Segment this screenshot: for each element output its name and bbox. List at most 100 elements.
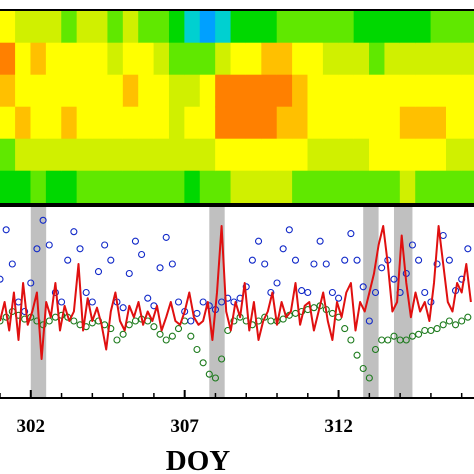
data-point xyxy=(298,287,306,295)
heatmap-cell xyxy=(461,42,474,76)
heatmap-cell xyxy=(369,170,386,204)
data-point xyxy=(365,317,373,325)
heatmap-cell xyxy=(292,138,309,172)
heatmap-cell xyxy=(245,74,262,108)
heatmap-cell xyxy=(276,42,293,76)
heatmap-cell xyxy=(45,106,62,140)
heatmap-cell xyxy=(322,10,339,44)
data-point xyxy=(384,336,392,344)
heatmap-cell xyxy=(430,106,447,140)
data-point xyxy=(76,245,84,253)
data-point xyxy=(138,250,146,259)
x-axis-title: DOY xyxy=(166,445,231,474)
heatmap-cell xyxy=(199,138,216,172)
heatmap-cell xyxy=(61,106,78,140)
heatmap-cell xyxy=(276,74,293,108)
data-point xyxy=(0,275,4,283)
heatmap-cell xyxy=(168,74,185,108)
heatmap-cell xyxy=(276,10,293,44)
data-point xyxy=(45,241,53,249)
heatmap-cell xyxy=(230,106,247,140)
heatmap-cell xyxy=(92,10,109,44)
heatmap-cell xyxy=(138,42,155,76)
data-point xyxy=(433,325,441,333)
heatmap-cell xyxy=(199,106,216,140)
heatmap-cell xyxy=(168,10,185,44)
heatmap-cell xyxy=(461,74,474,108)
bottom-panel: 302 307 312 DOY xyxy=(0,205,474,474)
heatmap-cell xyxy=(30,42,47,76)
heatmap-cell xyxy=(445,42,462,76)
data-point xyxy=(2,226,10,234)
heatmap-cell xyxy=(369,10,386,44)
data-point xyxy=(33,317,41,325)
heatmap-cell xyxy=(292,74,309,108)
data-point xyxy=(322,260,330,268)
heatmap-cell xyxy=(307,170,324,204)
heatmap-cell xyxy=(92,42,109,76)
data-point xyxy=(347,336,355,344)
heatmap-cell xyxy=(415,74,432,108)
heatmap-cell xyxy=(353,74,370,108)
heatmap-cell xyxy=(15,138,32,172)
heatmap-cell xyxy=(369,106,386,140)
heatmap-cell xyxy=(338,74,355,108)
heatmap-cell xyxy=(430,10,447,44)
heatmap-cell xyxy=(261,138,278,172)
heatmap-cell xyxy=(307,74,324,108)
heatmap-cell xyxy=(30,170,47,204)
data-point xyxy=(156,330,164,338)
heatmap-cell xyxy=(122,170,139,204)
heatmap-cell xyxy=(399,170,416,204)
heatmap-cell xyxy=(15,106,32,140)
heatmap-cell xyxy=(415,10,432,44)
data-point xyxy=(433,260,441,268)
heatmap-cell xyxy=(338,42,355,76)
heatmap-cell xyxy=(384,74,401,108)
heatmap-cell xyxy=(430,42,447,76)
heatmap-cell xyxy=(415,138,432,172)
heatmap-cell xyxy=(369,138,386,172)
data-point xyxy=(335,294,343,302)
data-point xyxy=(254,237,263,245)
data-point xyxy=(33,245,41,253)
heatmap-cell xyxy=(215,170,232,204)
heatmap-cell xyxy=(338,170,355,204)
heatmap-cell xyxy=(168,138,185,172)
heatmap-cell xyxy=(0,10,16,44)
data-point xyxy=(211,374,220,382)
heatmap-cell xyxy=(245,170,262,204)
heatmap-cell xyxy=(322,106,339,140)
data-point xyxy=(439,321,447,329)
data-point xyxy=(304,288,312,297)
heatmap-cell xyxy=(230,170,247,204)
data-point xyxy=(408,241,416,249)
data-point xyxy=(445,256,453,264)
heatmap-cell xyxy=(445,10,462,44)
heatmap-cell xyxy=(276,138,293,172)
heatmap-cell xyxy=(399,74,416,108)
heatmap-cell xyxy=(138,74,155,108)
heatmap-cell xyxy=(445,74,462,108)
heatmap-cell xyxy=(461,10,474,44)
heatmap-cell xyxy=(0,42,16,76)
heatmap-cell xyxy=(384,42,401,76)
heatmap-cell xyxy=(107,106,124,140)
data-point xyxy=(427,326,435,335)
x-tick-label: 307 xyxy=(170,416,199,437)
heatmap-cell xyxy=(61,74,78,108)
heatmap-cell xyxy=(45,42,62,76)
heatmap-cell xyxy=(415,106,432,140)
heatmap-cell xyxy=(184,74,201,108)
shaded-span xyxy=(363,207,379,397)
heatmap-cell xyxy=(399,138,416,172)
heatmap-layer xyxy=(0,10,474,204)
heatmap-cell xyxy=(168,170,185,204)
data-point xyxy=(328,288,336,297)
heatmap-cell xyxy=(215,42,232,76)
heatmap-cell xyxy=(430,170,447,204)
heatmap-cell xyxy=(92,106,109,140)
heatmap-cell xyxy=(215,138,232,172)
data-point xyxy=(310,260,318,268)
heatmap-cell xyxy=(30,138,47,172)
